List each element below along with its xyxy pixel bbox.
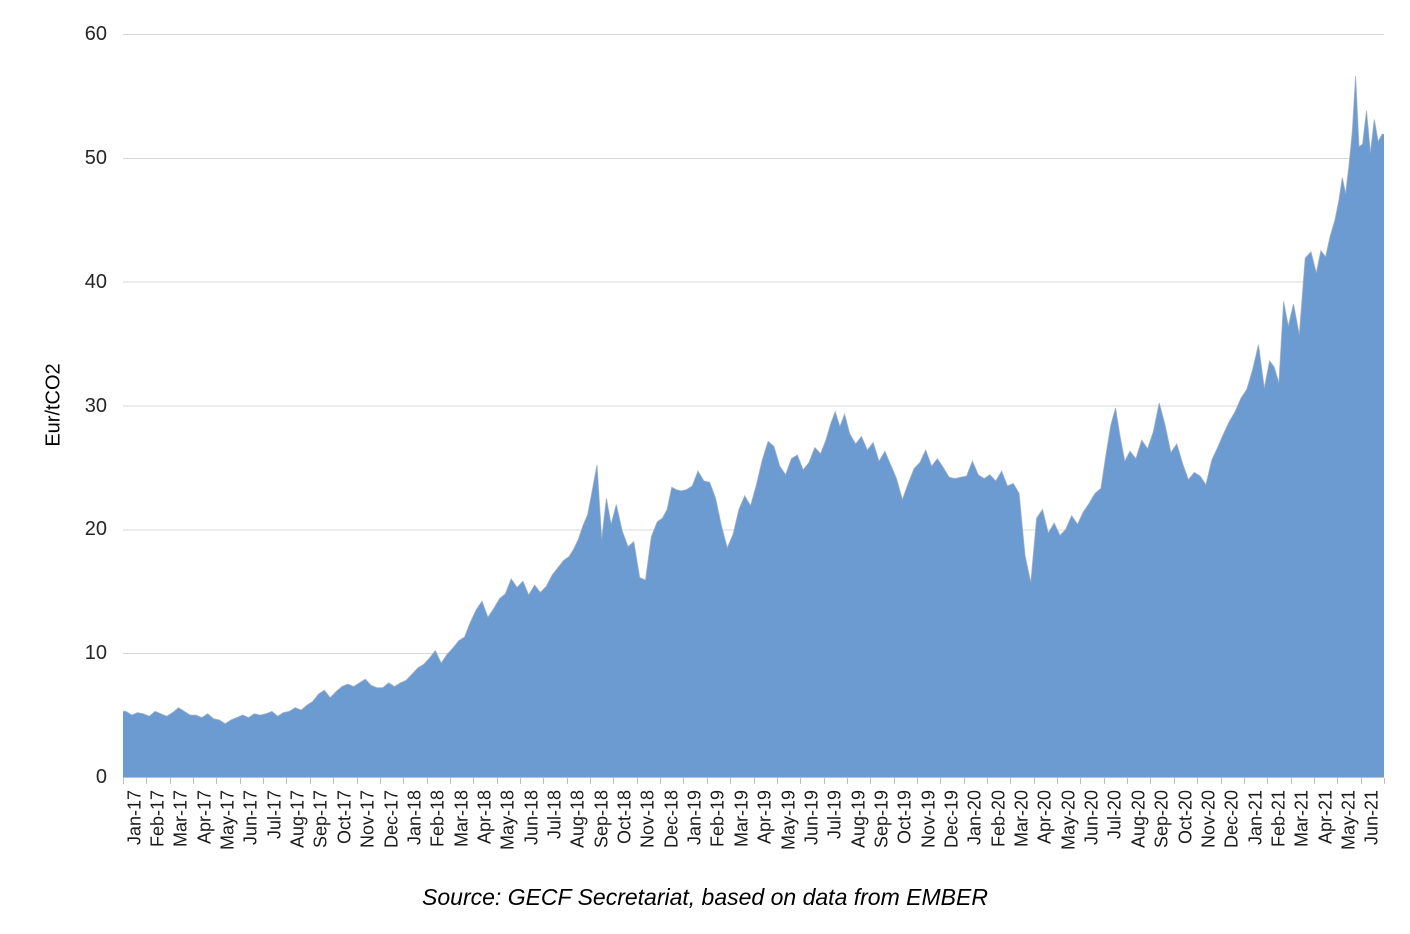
x-tick-label: Sep-18	[591, 790, 612, 849]
x-tick-label: Apr-17	[194, 790, 215, 845]
y-tick-label: 20	[84, 518, 107, 541]
x-tick-label: May-17	[217, 790, 238, 851]
x-tick-label: Sep-19	[871, 790, 892, 849]
x-tick-label: Dec-18	[661, 790, 682, 849]
x-tick-label: May-20	[1058, 790, 1079, 851]
x-tick-label: Nov-18	[637, 790, 658, 849]
y-tick-label: 60	[84, 23, 107, 45]
x-tick-label: Apr-19	[754, 790, 775, 845]
x-tick-label: Jun-21	[1361, 790, 1382, 846]
x-tick-label: May-18	[497, 790, 518, 851]
x-tick-label: Jun-18	[521, 790, 542, 846]
x-tick-label: Sep-20	[1151, 790, 1172, 849]
x-tick-label: Apr-21	[1315, 790, 1336, 845]
x-tick-label: Oct-17	[334, 790, 355, 845]
y-tick-label: 30	[84, 394, 107, 417]
x-tick-label: Jul-19	[824, 790, 845, 840]
x-tick-label: Jun-17	[240, 790, 261, 846]
x-tick-label: Jul-20	[1104, 790, 1125, 840]
x-tick-label: Nov-19	[918, 790, 939, 849]
y-tick-label: 10	[84, 642, 107, 665]
x-tick-label: Oct-19	[894, 790, 915, 845]
x-tick-label: Apr-18	[474, 790, 495, 845]
y-tick-label: 50	[84, 146, 107, 169]
x-tick-label: Aug-20	[1128, 790, 1149, 849]
x-tick-label: Mar-18	[451, 790, 472, 848]
x-tick-label: Oct-20	[1175, 790, 1195, 845]
x-tick-label: Jul-17	[264, 790, 285, 840]
x-tick-label: May-19	[778, 790, 799, 851]
y-tick-label: 40	[84, 270, 107, 293]
x-tick-label: Dec-17	[381, 790, 402, 849]
x-tick-label: Nov-20	[1198, 790, 1219, 849]
x-tick-label: Jan-20	[964, 790, 985, 846]
x-tick-label: Dec-19	[941, 790, 962, 849]
x-tick-label: Feb-20	[988, 790, 1009, 848]
x-tick-label: Oct-18	[614, 790, 635, 845]
x-tick-label: Jan-19	[684, 790, 705, 846]
x-tick-label: Apr-20	[1034, 790, 1055, 845]
price-area-series	[123, 76, 1384, 778]
x-tick-label: Sep-17	[310, 790, 331, 849]
y-tick-label: 0	[95, 766, 107, 788]
x-tick-label: May-21	[1338, 790, 1359, 851]
x-tick-label: Feb-21	[1268, 790, 1289, 848]
x-tick-label: Jan-17	[124, 790, 145, 846]
x-tick-label: Aug-18	[567, 790, 588, 849]
x-tick-label: Dec-20	[1221, 790, 1242, 849]
x-tick-label: Jul-18	[544, 790, 565, 840]
x-tick-label: Mar-21	[1291, 790, 1312, 848]
x-tick-label: Jan-21	[1245, 790, 1266, 846]
x-tick-label: Feb-17	[147, 790, 168, 848]
x-tick-label: Nov-17	[357, 790, 378, 849]
x-tick-label: Feb-19	[707, 790, 728, 848]
source-note: Source: GECF Secretariat, based on data …	[422, 884, 988, 910]
x-tick-label: Feb-18	[427, 790, 448, 848]
price-area-edge	[123, 76, 1384, 725]
x-tick-label: Mar-19	[731, 790, 752, 848]
x-tick-label: Aug-19	[848, 790, 869, 849]
x-tick-label: Jun-19	[801, 790, 822, 846]
x-tick-label: Mar-20	[1011, 790, 1032, 848]
x-tick-label: Mar-17	[170, 790, 191, 848]
x-tick-label: Jan-18	[404, 790, 425, 846]
x-tick-label: Jun-20	[1081, 790, 1102, 846]
x-tick-label: Aug-17	[287, 790, 308, 849]
